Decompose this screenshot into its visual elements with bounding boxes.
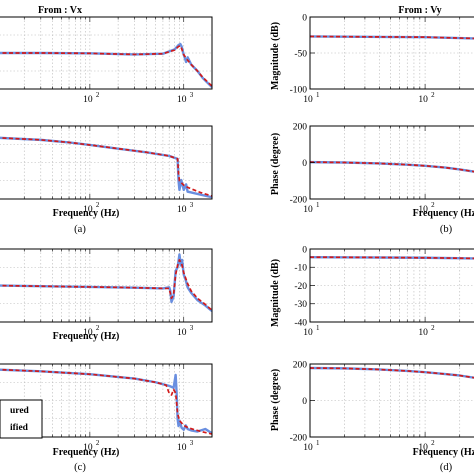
x-axis-label: Frequency (Hz) (53, 331, 120, 342)
plot-area: 10 2 10 3 (0, 16, 213, 105)
legend: ured ified (0, 399, 43, 439)
x-tick-label: 10 (418, 95, 428, 105)
x-tick-label-exponent: 3 (190, 91, 194, 99)
panel-title: From : Vy (398, 5, 441, 16)
panel-title: From : Vx (38, 5, 82, 16)
x-tick-label-exponent: 1 (316, 91, 320, 99)
y-tick-label: -200 (290, 195, 308, 205)
x-tick-label: 10 (177, 95, 187, 105)
series-identified-line (0, 368, 212, 435)
x-tick-label-exponent: 3 (190, 324, 194, 332)
axes-frame (0, 248, 213, 323)
x-tick-label-exponent: 1 (316, 439, 320, 447)
axes-frame (0, 363, 213, 438)
legend-box (0, 399, 43, 439)
x-tick-label: 10 (303, 328, 313, 338)
x-axis-label: Frequency (Hz) (413, 447, 474, 458)
x-tick-label: 10 (303, 443, 313, 453)
x-tick-label-exponent: 2 (96, 201, 100, 209)
legend-entry: ured (10, 406, 30, 416)
panel-caption: (c) (74, 462, 86, 473)
series-measured-line (0, 136, 212, 199)
x-tick-label: 10 (303, 95, 313, 105)
x-axis-label: Frequency (Hz) (53, 208, 120, 219)
x-tick-label: 10 (83, 328, 93, 338)
x-tick-label: 10 (418, 205, 428, 215)
y-tick-label: 0 (302, 397, 307, 407)
series-measured-line (0, 368, 212, 435)
x-tick-label-exponent: 3 (190, 439, 194, 447)
x-tick-label-exponent: 1 (316, 201, 320, 209)
x-tick-label-exponent: 2 (431, 439, 435, 447)
series-identified-line (310, 161, 474, 173)
x-tick-label-exponent: 2 (431, 201, 435, 209)
y-tick-label: 200 (293, 122, 308, 132)
axes-frame (0, 125, 213, 200)
series-measured-line (0, 253, 212, 312)
legend-entry: ified (10, 423, 29, 433)
y-tick-label: 0 (302, 13, 307, 23)
panel-a-magnitude: 10 2 10 3 From : Vx (0, 5, 213, 105)
x-tick-label-exponent: 2 (96, 91, 100, 99)
panel-a-phase: 10 2 10 3 Frequency (Hz) (a) (0, 125, 213, 235)
y-axis-label: Phase (degree) (270, 369, 281, 431)
x-tick-label: 10 (303, 205, 313, 215)
x-tick-label: 10 (83, 443, 93, 453)
series-identified-line (0, 137, 212, 197)
plot-area: 10 2 10 3 (0, 125, 213, 215)
y-axis-label: Magnitude (dB) (270, 22, 281, 90)
panel-caption: (a) (74, 224, 86, 235)
series-identified-line (310, 35, 474, 40)
series-identified-line (310, 367, 474, 379)
x-tick-label: 10 (83, 95, 93, 105)
axes-frame (0, 16, 213, 90)
panel-caption: (d) (440, 462, 453, 473)
y-tick-label: -50 (294, 49, 307, 59)
x-tick-label-exponent: 2 (96, 439, 100, 447)
series-measured-line (0, 42, 212, 89)
panel-c-phase: 10 2 10 3 Frequency (Hz) (c) ured ified (0, 363, 213, 473)
x-tick-label: 10 (83, 205, 93, 215)
x-tick-label: 10 (177, 205, 187, 215)
y-tick-label: 0 (302, 245, 307, 255)
x-tick-label: 10 (177, 443, 187, 453)
y-tick-label: -20 (294, 282, 307, 292)
x-tick-label-exponent: 2 (96, 324, 100, 332)
panel-c-magnitude: 10 2 10 3 Frequency (Hz) (0, 248, 213, 342)
y-tick-label: -40 (294, 318, 307, 328)
y-tick-label: -10 (294, 264, 307, 274)
x-tick-label-exponent: 2 (431, 324, 435, 332)
y-tick-label: 0 (302, 159, 307, 169)
series-measured-line (310, 366, 474, 379)
series-identified-line (0, 259, 212, 311)
y-tick-label: -100 (290, 85, 308, 95)
x-tick-label: 10 (418, 328, 428, 338)
x-tick-label-exponent: 3 (190, 201, 194, 209)
y-tick-label: 200 (293, 360, 308, 370)
y-axis-label: Magnitude (dB) (270, 259, 281, 327)
y-tick-label: -30 (294, 300, 307, 310)
y-tick-label: -200 (290, 433, 308, 443)
series-identified-line (310, 256, 474, 260)
y-axis-label: Phase (degree) (270, 133, 281, 195)
x-tick-label-exponent: 2 (431, 91, 435, 99)
plot-area: 10 2 10 3 (0, 248, 213, 338)
x-axis-label: Frequency (Hz) (53, 447, 120, 458)
x-tick-label: 10 (418, 443, 428, 453)
x-tick-label: 10 (177, 328, 187, 338)
x-tick-label-exponent: 1 (316, 324, 320, 332)
panel-caption: (b) (440, 224, 453, 235)
x-axis-label: Frequency (Hz) (413, 208, 474, 219)
